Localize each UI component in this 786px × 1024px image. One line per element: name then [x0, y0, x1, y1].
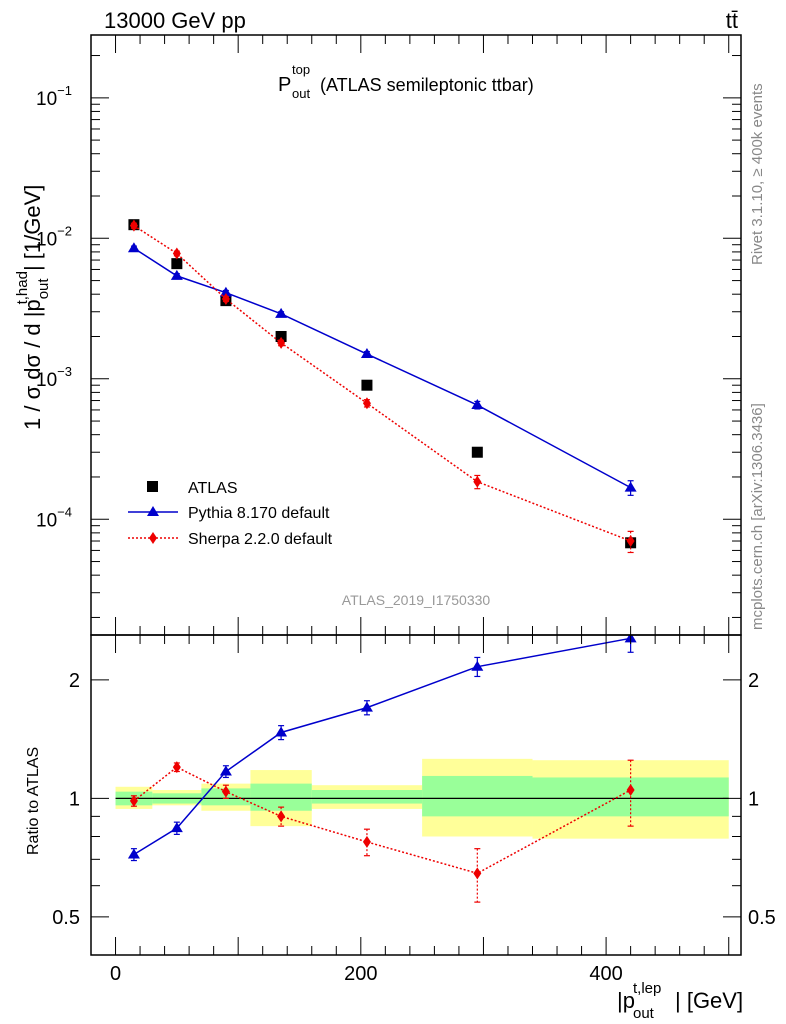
pythia-point-5	[471, 399, 484, 410]
x-label-sup: t,lep	[633, 980, 661, 997]
legend-pythia-label: Pythia 8.170 default	[188, 505, 330, 522]
main-ytick-label-base-1: 10	[36, 229, 57, 250]
ratio-ytick-label-left-1: 1	[69, 788, 80, 810]
pythia-line	[133, 247, 631, 489]
energy-label: 13000 GeV pp	[104, 8, 246, 33]
legend-sherpa-marker	[149, 532, 157, 544]
sherpa-point-2	[221, 292, 230, 305]
ratio-sherpa-point-6	[626, 784, 635, 797]
ratio-frame	[90, 634, 742, 956]
main-title-p: P	[278, 74, 291, 96]
sherpa-point-1	[172, 247, 181, 260]
main-ytick-label-base-2: 10	[36, 370, 57, 391]
ratio-sherpa-point-2	[221, 785, 230, 798]
main-ytick-label-exp-1: −2	[57, 223, 72, 238]
ratio-sherpa-point-4	[362, 835, 371, 848]
ratio-band-inner-4	[311, 790, 423, 804]
ratio-series-group	[127, 635, 637, 903]
main-title: P top out (ATLAS semileptonic ttbar)	[278, 58, 534, 102]
ratio-band-inner-5	[422, 775, 533, 817]
legend-atlas-marker	[147, 481, 158, 492]
ratio-ytick-label-right-1: 1	[748, 788, 759, 810]
ratio-pythia-point-1	[170, 822, 183, 833]
analysis-watermark: ATLAS_2019_I1750330	[342, 592, 491, 608]
ratio-ytick-label-right-2: 2	[748, 670, 759, 692]
x-axis-label: |p t,lep out | [GeV]	[617, 973, 743, 1023]
main-ytick-label-exp-3: −4	[57, 504, 72, 519]
ratio-ylabel: Ratio to ATLAS	[25, 747, 42, 855]
x-tick-label-1: 200	[344, 963, 377, 985]
x-tick-label-0: 0	[110, 963, 121, 985]
main-ytick-label-1: 10−2	[36, 223, 72, 250]
sherpa-point-6	[626, 535, 635, 548]
sherpa-point-5	[473, 475, 482, 488]
ratio-pythia-point-4	[360, 701, 373, 712]
ratio-sherpa-point-5	[473, 867, 482, 880]
ratio-pythia-point-0	[127, 848, 140, 859]
ratio-ytick-label-left-2: 2	[69, 670, 80, 692]
main-ylabel: 1 / σ dσ / d |poutt,had| [1/GeV]	[14, 185, 52, 430]
ratio-pythia-point-2	[219, 765, 232, 776]
atlas-point-3	[275, 330, 287, 342]
main-title-sub: out	[292, 86, 310, 101]
pythia-point-4	[360, 348, 373, 359]
ratio-ytick-label-left-0: 0.5	[52, 907, 80, 929]
svg-text:1 / σ dσ / d |poutt,had| [1/Ge: 1 / σ dσ / d |poutt,had| [1/GeV]	[14, 185, 52, 430]
main-ytick-label-base-0: 10	[36, 89, 57, 110]
x-label-sub: out	[633, 1005, 655, 1022]
main-title-sup: top	[292, 62, 310, 77]
ratio-pythia-point-3	[275, 726, 288, 737]
atlas-point-5	[471, 446, 483, 458]
atlas-point-1	[171, 258, 183, 270]
sherpa-point-3	[277, 336, 286, 349]
main-ytick-label-exp-0: −1	[57, 83, 72, 98]
ratio-sherpa-point-0	[129, 794, 138, 807]
main-ytick-label-exp-2: −3	[57, 364, 72, 379]
pythia-point-6	[624, 481, 637, 492]
main-ytick-label-2: 10−3	[36, 364, 72, 391]
pythia-point-3	[275, 307, 288, 318]
ratio-band-inner-3	[250, 783, 312, 811]
pythia-point-0	[127, 242, 140, 253]
main-ytick-label-3: 10−4	[36, 504, 72, 531]
ratio-ytick-label-right-0: 0.5	[748, 907, 776, 929]
x-tick-label-2: 400	[589, 963, 622, 985]
pythia-point-2	[219, 286, 232, 297]
sherpa-point-4	[362, 397, 371, 410]
rivet-label: Rivet 3.1.10, ≥ 400k events	[749, 83, 766, 265]
process-label: tt̄	[726, 8, 738, 33]
atlas-point-4	[361, 379, 373, 391]
pythia-point-1	[170, 269, 183, 280]
legend: ATLAS Pythia 8.170 default Sherpa 2.2.0 …	[128, 480, 333, 548]
ratio-sherpa-point-3	[277, 810, 286, 823]
x-label-main: |p	[617, 988, 635, 1013]
main-panel	[127, 219, 637, 554]
main-ytick-label-base-3: 10	[36, 510, 57, 531]
ratio-panel	[115, 635, 729, 903]
main-series-group	[127, 219, 637, 554]
legend-atlas-label: ATLAS	[188, 480, 238, 497]
x-label-rest: | [GeV]	[675, 988, 743, 1013]
legend-sherpa-label: Sherpa 2.2.0 default	[188, 531, 333, 548]
ratio-pythia-point-5	[471, 660, 484, 671]
sherpa-point-0	[129, 219, 138, 232]
main-ytick-label-0: 10−1	[36, 83, 72, 110]
ratio-sherpa-point-1	[172, 761, 181, 774]
main-title-rest: (ATLAS semileptonic ttbar)	[320, 75, 534, 95]
mcplots-label: mcplots.cern.ch [arXiv:1306.3436]	[749, 403, 766, 630]
legend-pythia-marker	[147, 506, 159, 516]
